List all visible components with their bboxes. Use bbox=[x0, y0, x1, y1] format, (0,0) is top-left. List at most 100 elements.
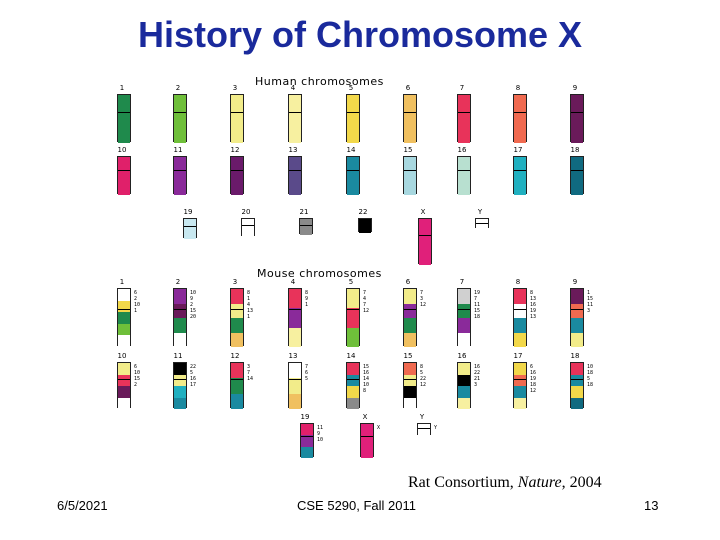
human-chromosome bbox=[403, 94, 417, 143]
human-chromosome-label: 11 bbox=[173, 146, 183, 154]
synteny-band-labels: Y bbox=[434, 425, 437, 431]
synteny-band-label: 12 bbox=[420, 302, 427, 308]
chromosome-band bbox=[289, 363, 301, 379]
synteny-band-label: 18 bbox=[530, 382, 537, 388]
human-chromosome bbox=[173, 156, 187, 195]
chromosome-band bbox=[231, 157, 243, 176]
centromere-mark bbox=[571, 379, 583, 380]
synteny-band-label: 4 bbox=[247, 302, 251, 308]
mouse-chromosome-label: 5 bbox=[348, 278, 354, 286]
human-chromosome-label: 4 bbox=[290, 84, 296, 92]
chromosome-band bbox=[242, 219, 254, 228]
synteny-band-label: 6 bbox=[134, 364, 138, 370]
mouse-chromosome bbox=[288, 288, 302, 347]
chromosome-band bbox=[347, 363, 359, 375]
centromere-mark bbox=[514, 112, 526, 113]
footer-date: 6/5/2021 bbox=[57, 498, 108, 513]
mouse-chromosome-label: 16 bbox=[457, 352, 467, 360]
synteny-band-label: 18 bbox=[474, 314, 481, 320]
centromere-mark bbox=[118, 112, 130, 113]
centromere-mark bbox=[347, 112, 359, 113]
centromere-mark bbox=[347, 309, 359, 310]
synteny-band-label: 7 bbox=[363, 290, 367, 296]
synteny-band-label: 22 bbox=[420, 376, 427, 382]
chromosome-band bbox=[458, 332, 470, 347]
chromosome-band bbox=[289, 327, 301, 347]
human-chromosome-label: 9 bbox=[572, 84, 578, 92]
centromere-mark bbox=[418, 428, 430, 429]
chromosome-band bbox=[458, 386, 470, 398]
chromosome-band bbox=[174, 318, 186, 333]
mouse-chromosome bbox=[513, 288, 527, 347]
chromosome-band bbox=[174, 95, 186, 119]
human-chromosome bbox=[457, 94, 471, 143]
human-chromosome-label: 13 bbox=[288, 146, 298, 154]
chromosome-band bbox=[118, 386, 130, 398]
citation: Rat Consortium, Nature, 2004 bbox=[408, 474, 602, 492]
human-chromosome bbox=[299, 218, 313, 235]
chromosome-band bbox=[289, 176, 301, 195]
synteny-band-label: 10 bbox=[190, 290, 197, 296]
mouse-chromosome bbox=[230, 362, 244, 409]
chromosome-band bbox=[404, 176, 416, 195]
centromere-mark bbox=[458, 379, 470, 380]
synteny-band-label: 20 bbox=[190, 314, 197, 320]
centromere-mark bbox=[174, 112, 186, 113]
chromosome-band bbox=[118, 397, 130, 409]
chromosome-band bbox=[118, 335, 130, 347]
centromere-mark bbox=[301, 436, 313, 437]
chromosome-band bbox=[418, 424, 430, 436]
chromosome-band bbox=[361, 424, 373, 458]
chromosome-band bbox=[359, 226, 371, 233]
human-chromosome-label: 5 bbox=[348, 84, 354, 92]
human-chromosome-label: 20 bbox=[241, 208, 251, 216]
human-chromosome bbox=[288, 94, 302, 143]
chromosome-band bbox=[118, 363, 130, 375]
human-chromosome-label: 6 bbox=[405, 84, 411, 92]
chromosome-band bbox=[289, 308, 301, 328]
chromosome-band bbox=[404, 95, 416, 119]
chromosome-band bbox=[458, 397, 470, 409]
mouse-chromosome-label: 8 bbox=[515, 278, 521, 286]
synteny-band-labels: 6 16 19 18 12 bbox=[530, 364, 536, 394]
human-chromosome bbox=[346, 94, 360, 143]
chromosome-band bbox=[231, 332, 243, 347]
synteny-band-label: 15 bbox=[587, 296, 594, 302]
chromosome-band bbox=[514, 289, 526, 304]
chromosome-band bbox=[514, 363, 526, 375]
synteny-band-label: 8 bbox=[247, 290, 251, 296]
human-chromosome bbox=[403, 156, 417, 195]
mouse-chromosome-label: 17 bbox=[513, 352, 523, 360]
centromere-mark bbox=[231, 309, 243, 310]
mouse-chromosome-label: 12 bbox=[230, 352, 240, 360]
chromosome-band bbox=[514, 386, 526, 398]
synteny-band-labels: 16 22 21 3 bbox=[474, 364, 480, 388]
synteny-band-label: 16 bbox=[530, 302, 537, 308]
synteny-band-labels: 11 9 10 bbox=[317, 425, 323, 443]
centromere-mark bbox=[571, 170, 583, 171]
mouse-chromosome bbox=[570, 362, 584, 409]
chromosome-band bbox=[289, 95, 301, 119]
chromosome-band bbox=[347, 289, 359, 309]
human-chromosome bbox=[358, 218, 372, 233]
chromosome-band bbox=[231, 119, 243, 143]
chromosome-band bbox=[571, 397, 583, 409]
chromosome-band bbox=[174, 386, 186, 398]
chromosome-band bbox=[458, 157, 470, 176]
chromosome-band bbox=[571, 157, 583, 176]
synteny-band-labels: 6 10 15 2 bbox=[134, 364, 140, 388]
synteny-band-labels: 22 5 16 17 bbox=[190, 364, 196, 388]
chromosome-band bbox=[347, 397, 359, 409]
synteny-band-label: 10 bbox=[134, 370, 141, 376]
human-chromosome bbox=[570, 94, 584, 143]
chromosome-band bbox=[571, 119, 583, 143]
mouse-chromosome-label: 13 bbox=[288, 352, 298, 360]
synteny-band-label: 5 bbox=[420, 370, 424, 376]
chromosome-band bbox=[174, 363, 186, 375]
mouse-chromosome-label: 7 bbox=[459, 278, 465, 286]
synteny-band-label: 5 bbox=[190, 370, 194, 376]
centromere-mark bbox=[300, 225, 312, 226]
human-chromosome-label: 8 bbox=[515, 84, 521, 92]
centromere-mark bbox=[118, 309, 130, 310]
chromosome-band bbox=[231, 363, 243, 379]
